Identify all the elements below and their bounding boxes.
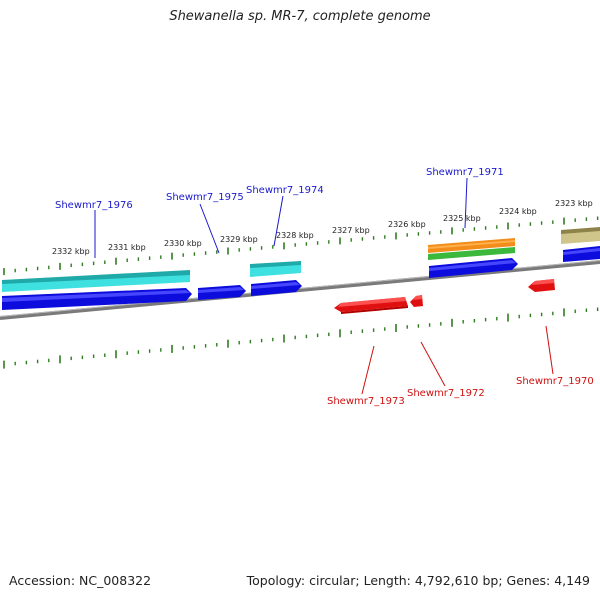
feature-cyan-1974[interactable] [250, 261, 301, 277]
gene-label-1970[interactable]: Shewmr7_1970 [516, 376, 594, 387]
feature-cyan-1976[interactable] [2, 270, 190, 292]
gene-label-1975[interactable]: Shewmr7_1975 [166, 192, 244, 203]
cds-reverse-1972[interactable] [410, 295, 423, 307]
gene-label-1974[interactable]: Shewmr7_1974 [246, 185, 324, 196]
genome-backbone-highlight [0, 260, 600, 317]
scale-label: 2328 kbp [276, 231, 314, 240]
scale-label: 2332 kbp [52, 247, 90, 256]
scale-label: 2327 kbp [332, 226, 370, 235]
genome-summary: Topology: circular; Length: 4,792,610 bp… [246, 573, 590, 588]
cds-forward-1975[interactable] [198, 285, 246, 300]
gene-label-1973[interactable]: Shewmr7_1973 [327, 396, 405, 407]
inner-tick-track [3, 307, 599, 369]
scale-label: 2325 kbp [443, 214, 481, 223]
scale-label: 2323 kbp [555, 199, 593, 208]
scale-label: 2326 kbp [388, 220, 426, 229]
scale-label: 2331 kbp [108, 243, 146, 252]
gene-label-1976[interactable]: Shewmr7_1976 [55, 200, 133, 211]
scale-labels: 2332 kbp 2331 kbp 2330 kbp 2329 kbp 2328… [52, 199, 593, 256]
scale-label: 2330 kbp [164, 239, 202, 248]
cds-forward-1971[interactable] [429, 258, 518, 278]
cds-forward-1976[interactable] [2, 288, 192, 310]
scale-label: 2324 kbp [499, 207, 537, 216]
cds-reverse-1970[interactable] [528, 279, 555, 292]
gene-label-1971[interactable]: Shewmr7_1971 [426, 167, 504, 178]
feature-olive-right[interactable] [561, 227, 600, 244]
accession-label: Accession: NC_008322 [9, 573, 152, 588]
cds-reverse-1973[interactable] [334, 297, 408, 314]
cds-forward-1974[interactable] [251, 280, 302, 296]
gene-label-1972[interactable]: Shewmr7_1972 [407, 388, 485, 399]
gene-leaders [94, 177, 554, 395]
outer-tick-track [3, 216, 599, 276]
scale-label: 2329 kbp [220, 235, 258, 244]
map-title: Shewanella sp. MR-7, complete genome [169, 9, 431, 24]
genome-backbone [0, 260, 600, 320]
feature-green-1971[interactable] [428, 247, 515, 260]
cds-forward-right[interactable] [563, 246, 600, 262]
feature-orange-1971[interactable] [428, 238, 515, 253]
